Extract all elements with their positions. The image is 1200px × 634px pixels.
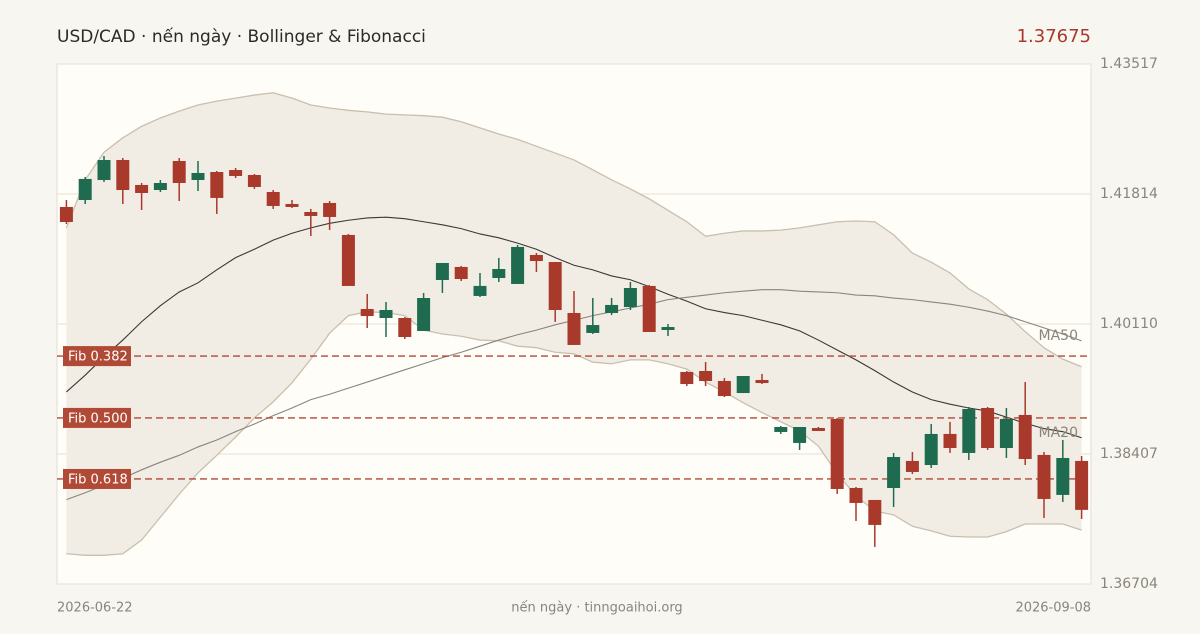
candle-body xyxy=(586,325,600,333)
y-tick-label: 1.36704 xyxy=(1100,576,1158,592)
candle-body xyxy=(868,499,882,525)
candle-body xyxy=(887,456,901,488)
candle-body xyxy=(642,285,656,332)
candle-body xyxy=(943,433,957,448)
candle-body xyxy=(680,371,694,385)
candle-body xyxy=(511,246,525,284)
candle-body xyxy=(548,261,562,310)
candle-body xyxy=(755,379,769,384)
candle-body xyxy=(172,161,186,183)
candle-body xyxy=(454,266,468,280)
candle-body xyxy=(379,309,393,319)
candle-body xyxy=(191,172,205,181)
candle-body xyxy=(999,418,1013,448)
candle-body xyxy=(341,234,355,286)
fib-label: Fib 0.618 xyxy=(68,472,128,487)
y-tick-label: 1.38407 xyxy=(1100,446,1158,462)
candle-body xyxy=(567,312,581,345)
candle-body xyxy=(793,427,807,443)
fib-label: Fib 0.500 xyxy=(68,411,128,426)
candle-body xyxy=(1075,460,1089,510)
candle-body xyxy=(285,203,299,207)
candle-body xyxy=(1037,454,1051,499)
fib-label: Fib 0.382 xyxy=(68,350,128,365)
y-tick-label: 1.43517 xyxy=(1100,56,1158,72)
candle-body xyxy=(473,285,487,296)
fib-label-box xyxy=(63,346,131,367)
series-label: MA20 xyxy=(1039,425,1078,441)
candle-body xyxy=(360,309,374,317)
candle-body xyxy=(229,170,243,176)
x-tick-label: 2026-06-22 xyxy=(57,601,133,616)
candle-body xyxy=(849,487,863,503)
candle-body xyxy=(97,160,111,181)
candle-body xyxy=(661,327,675,330)
candle-body xyxy=(210,171,224,198)
candle-body xyxy=(1018,414,1032,459)
fib-label-box xyxy=(63,407,131,428)
candle-body xyxy=(736,376,750,394)
fib-label-box xyxy=(63,468,131,489)
candle-body xyxy=(981,407,995,448)
candle-body xyxy=(398,318,412,338)
candle-body xyxy=(153,182,167,191)
candle-body xyxy=(492,269,506,279)
footer: nến ngày · tinngoaihoi.org xyxy=(511,601,682,616)
last-price: 1.37675 xyxy=(1017,26,1091,47)
candle-body xyxy=(417,298,431,331)
candle-body xyxy=(924,433,938,466)
candle-body xyxy=(1056,457,1070,495)
candle-body xyxy=(962,408,976,453)
candle-body xyxy=(266,191,280,206)
candle-body xyxy=(717,380,731,397)
candle-body xyxy=(323,202,337,217)
ma-line xyxy=(66,216,1082,439)
candle-body xyxy=(905,460,919,472)
series-label: MA50 xyxy=(1039,328,1078,344)
candle-body xyxy=(529,254,543,261)
candle-body xyxy=(247,174,261,187)
y-tick-label: 1.40110 xyxy=(1100,316,1158,332)
candle-body xyxy=(135,184,149,193)
candle-body xyxy=(830,418,844,489)
bollinger-lower xyxy=(66,311,1082,556)
candle-body xyxy=(78,178,92,201)
candle-body xyxy=(774,427,788,432)
candle-body xyxy=(811,427,825,431)
bollinger-upper xyxy=(65,92,1082,368)
chart-title: USD/CAD · nến ngày · Bollinger & Fibonac… xyxy=(57,26,426,47)
x-tick-label: 2026-09-08 xyxy=(1015,601,1091,616)
y-tick-label: 1.41814 xyxy=(1100,186,1158,202)
candle-body xyxy=(699,370,713,381)
candle-body xyxy=(435,262,449,280)
candle-body xyxy=(623,288,637,308)
candle-body xyxy=(304,211,318,216)
candle-body xyxy=(59,206,73,222)
candle-body xyxy=(116,160,130,191)
candle-body xyxy=(605,304,619,313)
